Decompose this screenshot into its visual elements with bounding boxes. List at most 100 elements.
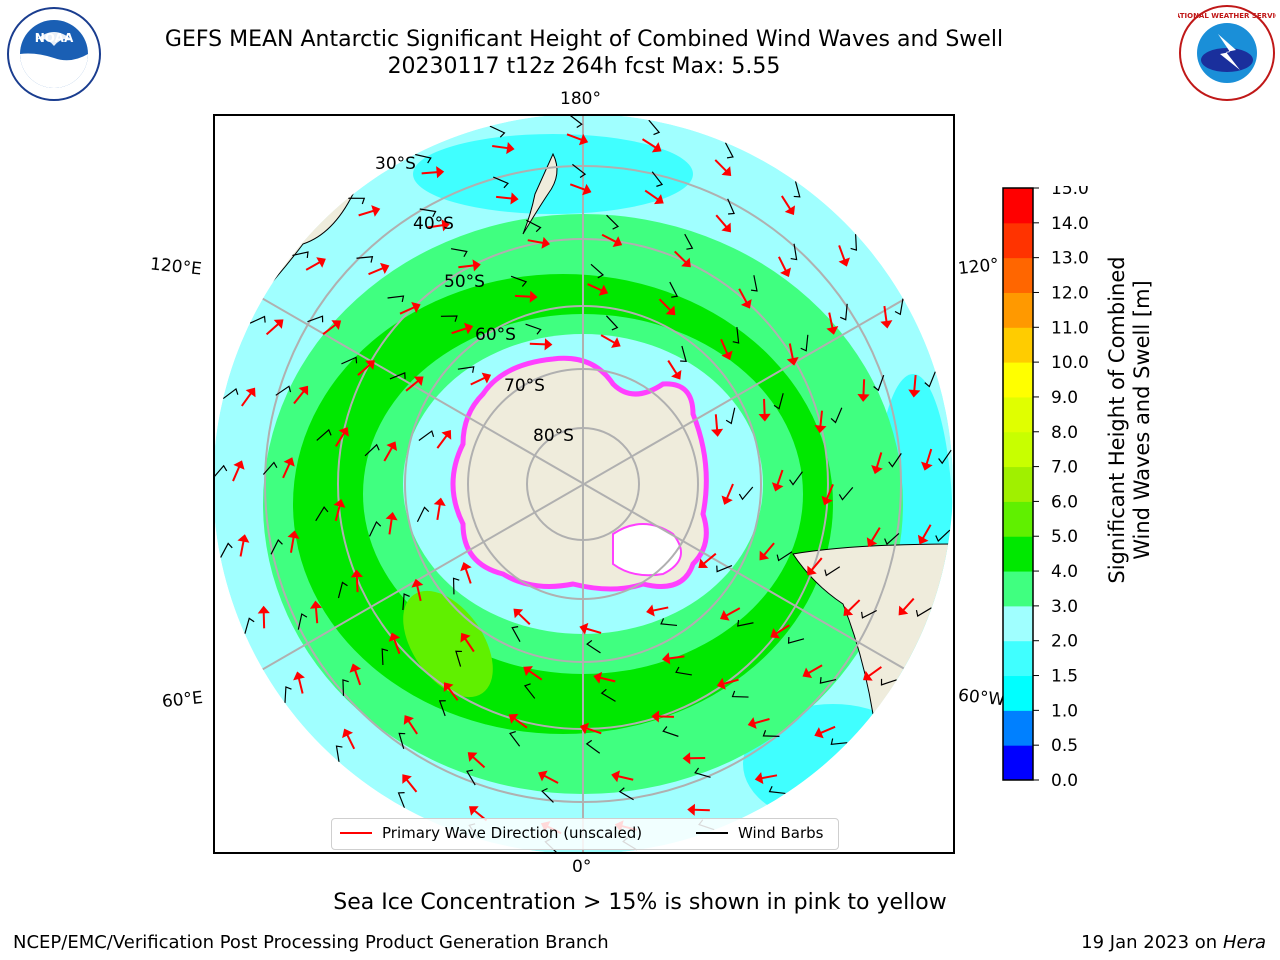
wind-barb bbox=[585, 739, 601, 754]
wave-arrow bbox=[722, 678, 739, 685]
wave-arrowhead bbox=[721, 166, 732, 176]
wave-arrowhead bbox=[651, 142, 662, 153]
wind-barb bbox=[787, 637, 805, 644]
wave-arrow bbox=[543, 774, 559, 784]
wind-barb bbox=[838, 487, 854, 501]
wave-arrow bbox=[293, 390, 305, 405]
wave-arrow bbox=[358, 209, 375, 217]
wave-arrowhead bbox=[523, 666, 533, 677]
wave-arrow bbox=[496, 195, 513, 200]
wave-arrow bbox=[239, 540, 245, 557]
wave-arrow bbox=[528, 669, 543, 681]
wave-arrow bbox=[357, 363, 371, 376]
wave-arrowhead bbox=[908, 389, 921, 398]
wind-barb bbox=[387, 295, 405, 303]
wind-barb bbox=[356, 256, 374, 263]
wind-barb bbox=[768, 785, 786, 795]
wave-arrow bbox=[763, 398, 766, 415]
wave-arrow bbox=[265, 322, 280, 336]
wave-arrow bbox=[587, 283, 603, 292]
colorbar-tick-label: 1.5 bbox=[1051, 667, 1078, 687]
wave-arrow bbox=[407, 720, 418, 735]
wave-arrow bbox=[241, 392, 252, 407]
wave-arrowhead bbox=[309, 600, 323, 609]
wind-barb bbox=[213, 464, 228, 479]
wave-arrowhead bbox=[441, 429, 452, 440]
wave-arrowhead bbox=[273, 319, 284, 329]
colorbar-tick-label: 0.5 bbox=[1051, 736, 1078, 756]
antarctic-peninsula-ice bbox=[612, 523, 682, 577]
wave-arrowhead bbox=[349, 663, 362, 673]
wave-arrowhead bbox=[293, 671, 305, 681]
wave-arrow bbox=[599, 676, 616, 683]
wave-direction-arrows bbox=[232, 133, 933, 835]
wind-barb bbox=[888, 453, 902, 468]
wind-barb bbox=[669, 281, 679, 298]
colorbar-tick-label: 11.0 bbox=[1051, 318, 1089, 338]
lat-label-60s: 60°S bbox=[475, 325, 516, 345]
wave-arrow bbox=[780, 195, 792, 210]
wave-arrowhead bbox=[862, 670, 873, 681]
colorbar-block bbox=[1003, 362, 1033, 398]
wave-arrowhead bbox=[237, 534, 250, 543]
wind-barb bbox=[938, 449, 952, 465]
wave-arrowhead bbox=[411, 578, 424, 588]
wave-arrow bbox=[870, 527, 881, 542]
noaa-logo-text: NOAA bbox=[35, 31, 74, 45]
wave-arrow bbox=[436, 503, 441, 521]
wave-arrowhead bbox=[740, 299, 752, 309]
wind-barb bbox=[440, 315, 458, 322]
wind-barb bbox=[397, 792, 405, 809]
wave-arrow bbox=[355, 576, 359, 593]
nws-logo-text: NATIONAL WEATHER SERVICE bbox=[1178, 12, 1276, 20]
wave-arrowhead bbox=[541, 236, 551, 249]
wave-arrow bbox=[513, 717, 528, 729]
wave-arrow bbox=[368, 267, 384, 276]
wave-arrow bbox=[470, 376, 486, 386]
colorbar-tick-label: 14.0 bbox=[1051, 214, 1089, 234]
wave-arrowhead bbox=[814, 424, 827, 434]
wave-arrowhead bbox=[245, 387, 256, 398]
wave-arrowhead bbox=[331, 320, 342, 330]
wave-arrowhead bbox=[770, 628, 780, 639]
wind-barb bbox=[509, 731, 521, 747]
wind-barb bbox=[381, 648, 389, 666]
wave-arrow bbox=[569, 183, 586, 191]
wind-barb bbox=[541, 787, 554, 803]
wave-arrow bbox=[436, 434, 448, 449]
wind-barb bbox=[398, 732, 406, 749]
wind-barb bbox=[249, 315, 266, 324]
wind-barb bbox=[455, 650, 462, 667]
wind-barb bbox=[731, 690, 749, 698]
wind-barb bbox=[466, 769, 476, 786]
wave-arrow bbox=[720, 338, 729, 355]
colorbar-block bbox=[1003, 536, 1033, 572]
wave-arrowhead bbox=[698, 558, 709, 569]
wind-barb bbox=[457, 366, 475, 373]
wave-arrowhead bbox=[826, 326, 839, 335]
wave-arrow bbox=[825, 484, 834, 500]
colorbar-block bbox=[1003, 675, 1033, 711]
wind-barb bbox=[523, 683, 536, 699]
legend-wave-swatch bbox=[340, 832, 372, 834]
nws-logo: NATIONAL WEATHER SERVICE bbox=[1178, 5, 1276, 101]
wind-barb bbox=[335, 745, 343, 762]
wave-arrow bbox=[416, 585, 422, 602]
noaa-logo: NOAA bbox=[7, 7, 101, 101]
wind-barb bbox=[716, 564, 733, 573]
wind-barb bbox=[725, 407, 736, 425]
wind-barb bbox=[790, 243, 798, 261]
wave-arrowhead bbox=[283, 457, 295, 467]
lon-label-60e: 60°E bbox=[161, 687, 204, 713]
wind-barb bbox=[935, 529, 951, 542]
wind-barb bbox=[648, 119, 661, 136]
wind-barb bbox=[618, 787, 634, 801]
wave-arrow bbox=[913, 374, 917, 392]
wind-barb bbox=[510, 275, 528, 287]
footer-date: 19 Jan 2023 on Hera bbox=[1081, 932, 1266, 953]
wave-arrowhead bbox=[838, 257, 850, 267]
wave-arrow bbox=[334, 505, 341, 522]
wave-arrow bbox=[464, 567, 472, 584]
colorbar-tick-label: 4.0 bbox=[1051, 562, 1078, 582]
wave-arrow bbox=[762, 542, 775, 556]
